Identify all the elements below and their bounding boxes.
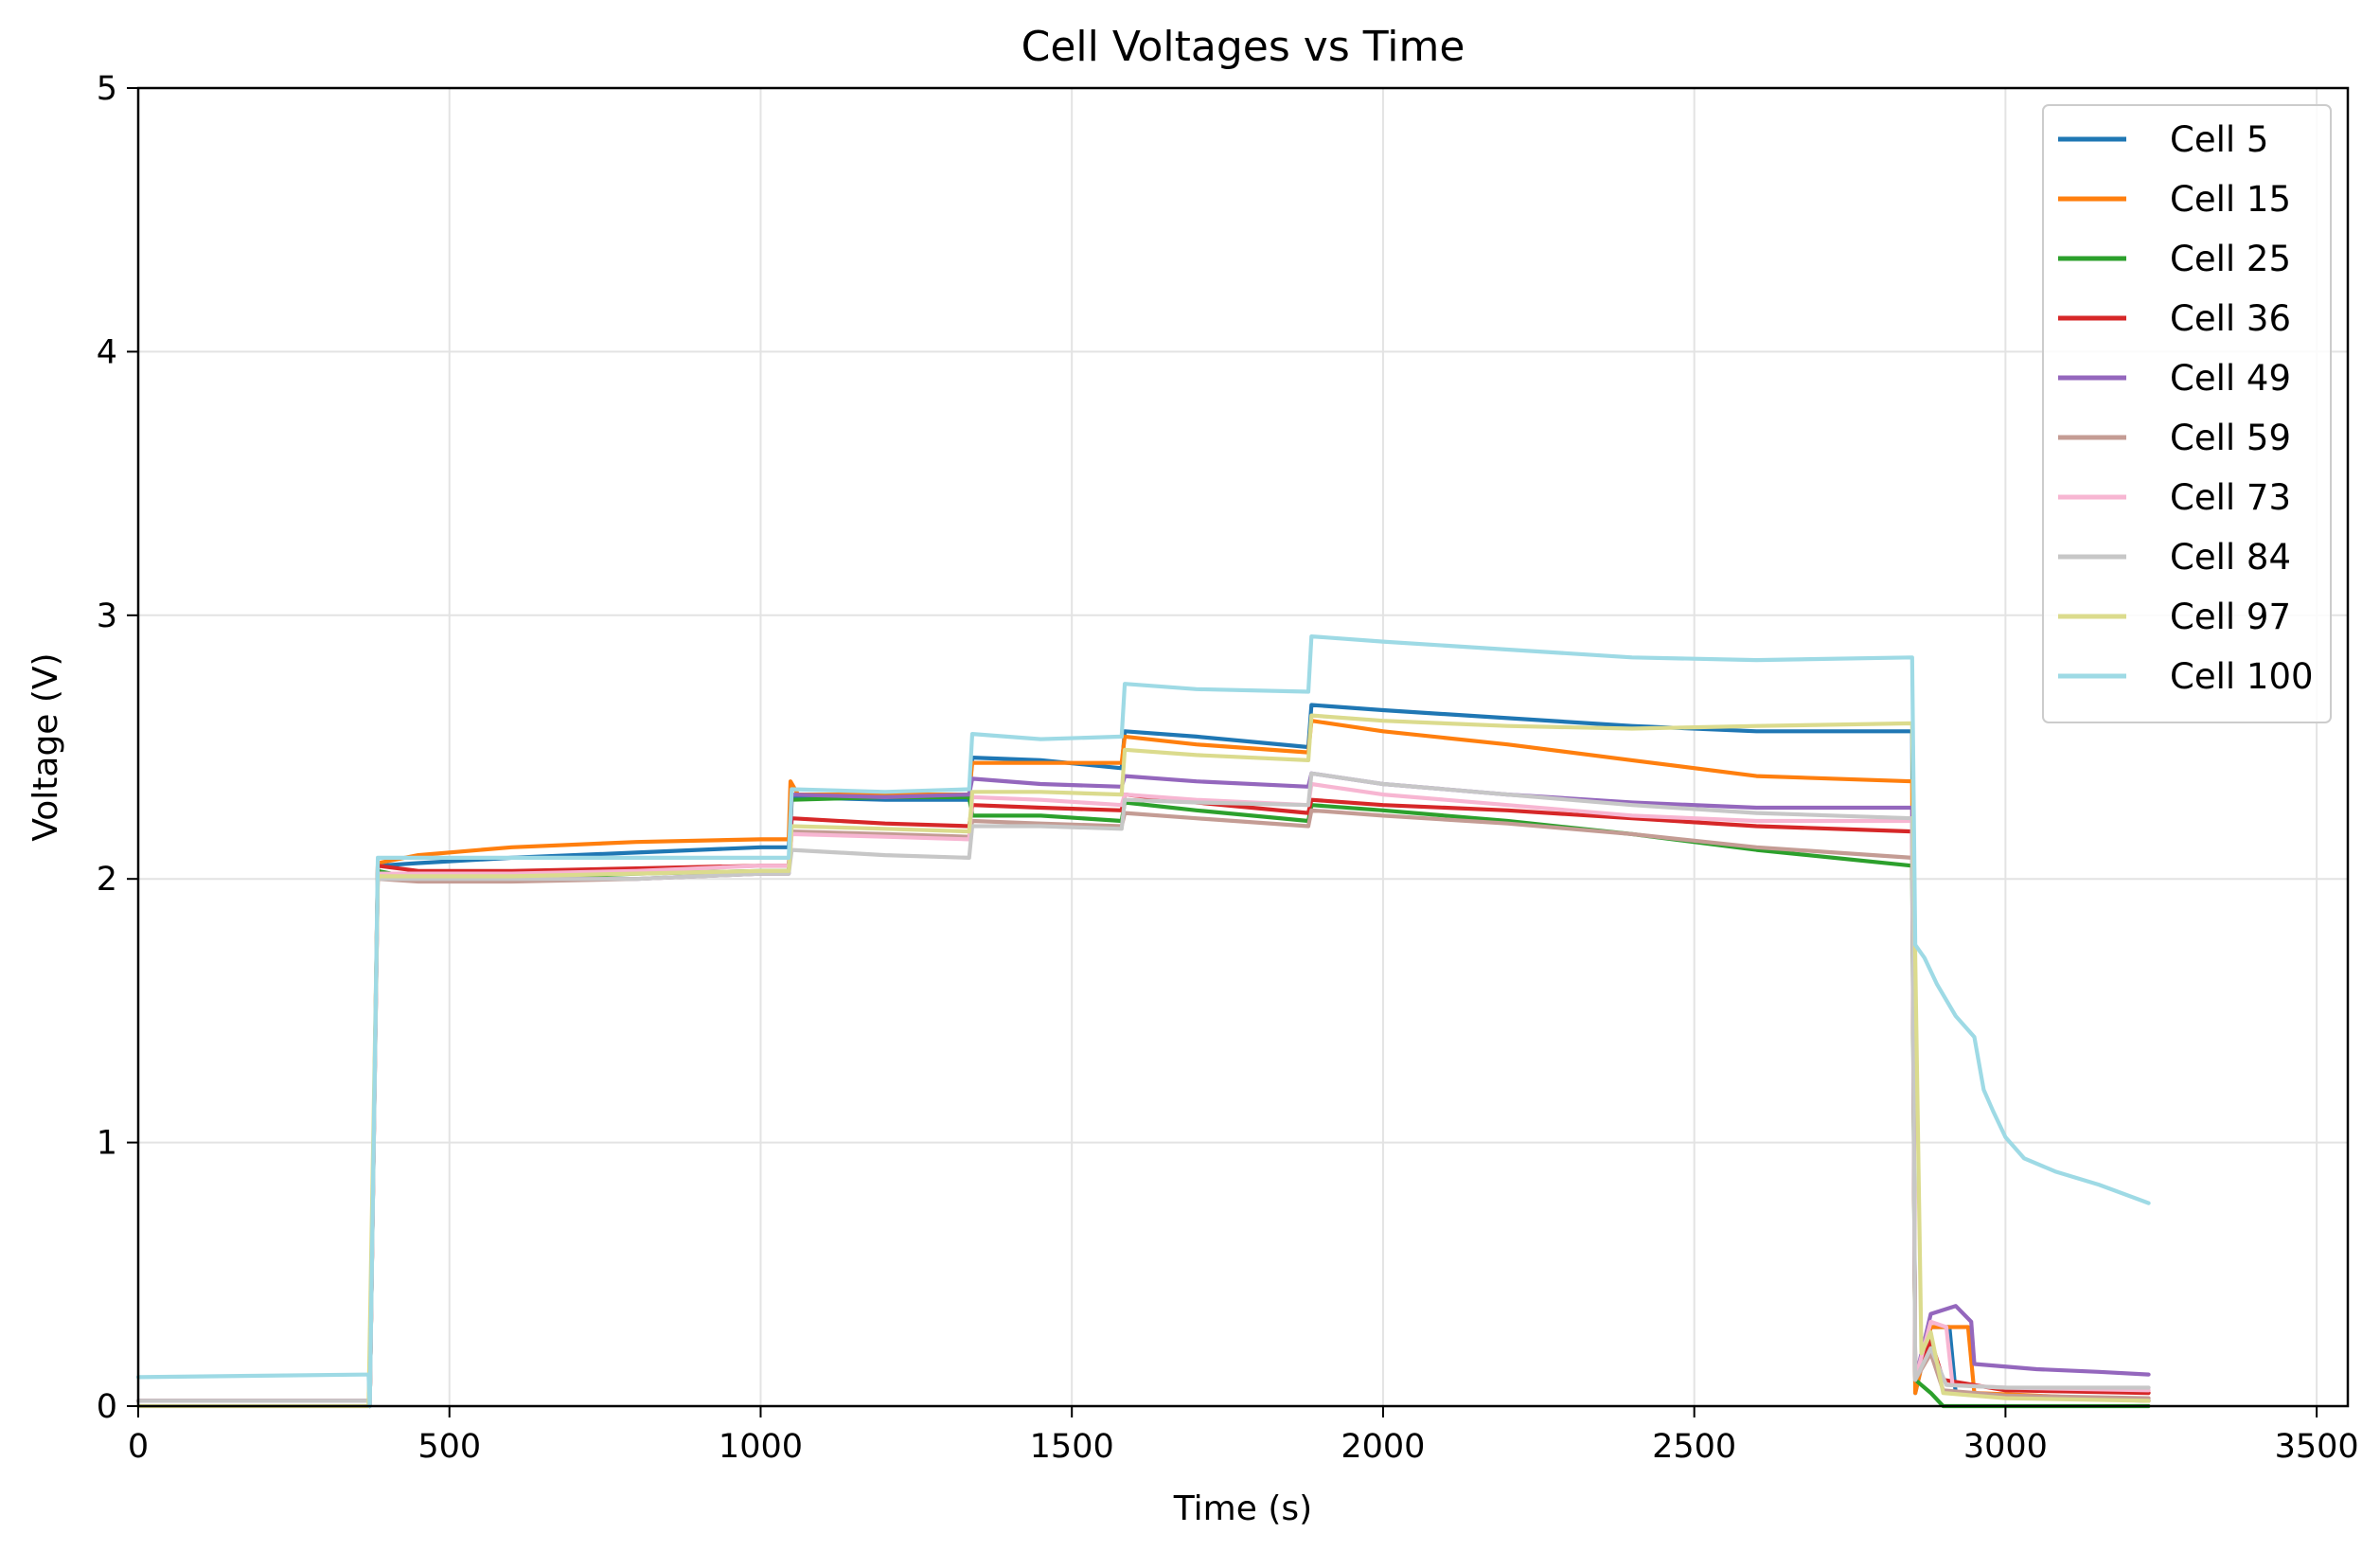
x-axis-ticks: 0 500 1000 1500 2000 2500 3000 3500	[128, 1406, 2359, 1466]
x-tick-label: 2000	[1341, 1428, 1425, 1466]
series-line-cell-97	[135, 713, 2151, 1409]
x-tick-label: 1500	[1030, 1428, 1114, 1466]
legend-label: Cell 36	[2170, 298, 2291, 339]
legend-label: Cell 84	[2170, 537, 2291, 578]
series-line-cell-84	[135, 771, 2151, 1409]
legend-label: Cell 59	[2170, 418, 2291, 458]
y-tick-label: 1	[97, 1125, 117, 1163]
legend-label: Cell 100	[2170, 656, 2314, 697]
x-tick-label: 3000	[1963, 1428, 2048, 1466]
x-tick-label: 500	[417, 1428, 481, 1466]
y-tick-label: 2	[97, 861, 117, 899]
chart-title: Cell Voltages vs Time	[1021, 23, 1465, 71]
legend-label: Cell 5	[2170, 119, 2268, 160]
series-lines	[135, 634, 2151, 1409]
series-line-cell-15	[135, 719, 2151, 1409]
y-axis-ticks: 0 1 2 3 4 5	[97, 70, 138, 1426]
y-tick-label: 5	[97, 70, 117, 108]
legend-label: Cell 25	[2170, 239, 2291, 279]
legend-label: Cell 73	[2170, 477, 2291, 518]
x-tick-label: 1000	[719, 1428, 803, 1466]
legend-label: Cell 15	[2170, 179, 2291, 220]
x-axis-label: Time (s)	[1173, 1489, 1312, 1528]
y-tick-label: 4	[97, 333, 117, 371]
y-axis-label: Voltage (V)	[27, 652, 65, 841]
y-tick-label: 3	[97, 597, 117, 635]
plot-frame	[136, 86, 2350, 1408]
legend: Cell 5 Cell 15 Cell 25 Cell 36 Cell 49 Cell 5…	[2042, 104, 2332, 723]
x-tick-label: 2500	[1652, 1428, 1736, 1466]
legend-label: Cell 49	[2170, 358, 2291, 399]
series-line-cell-100	[135, 634, 2151, 1409]
x-tick-label: 3500	[2275, 1428, 2359, 1466]
x-tick-label: 0	[128, 1428, 149, 1466]
y-tick-label: 0	[97, 1388, 117, 1426]
legend-label: Cell 97	[2170, 597, 2291, 637]
